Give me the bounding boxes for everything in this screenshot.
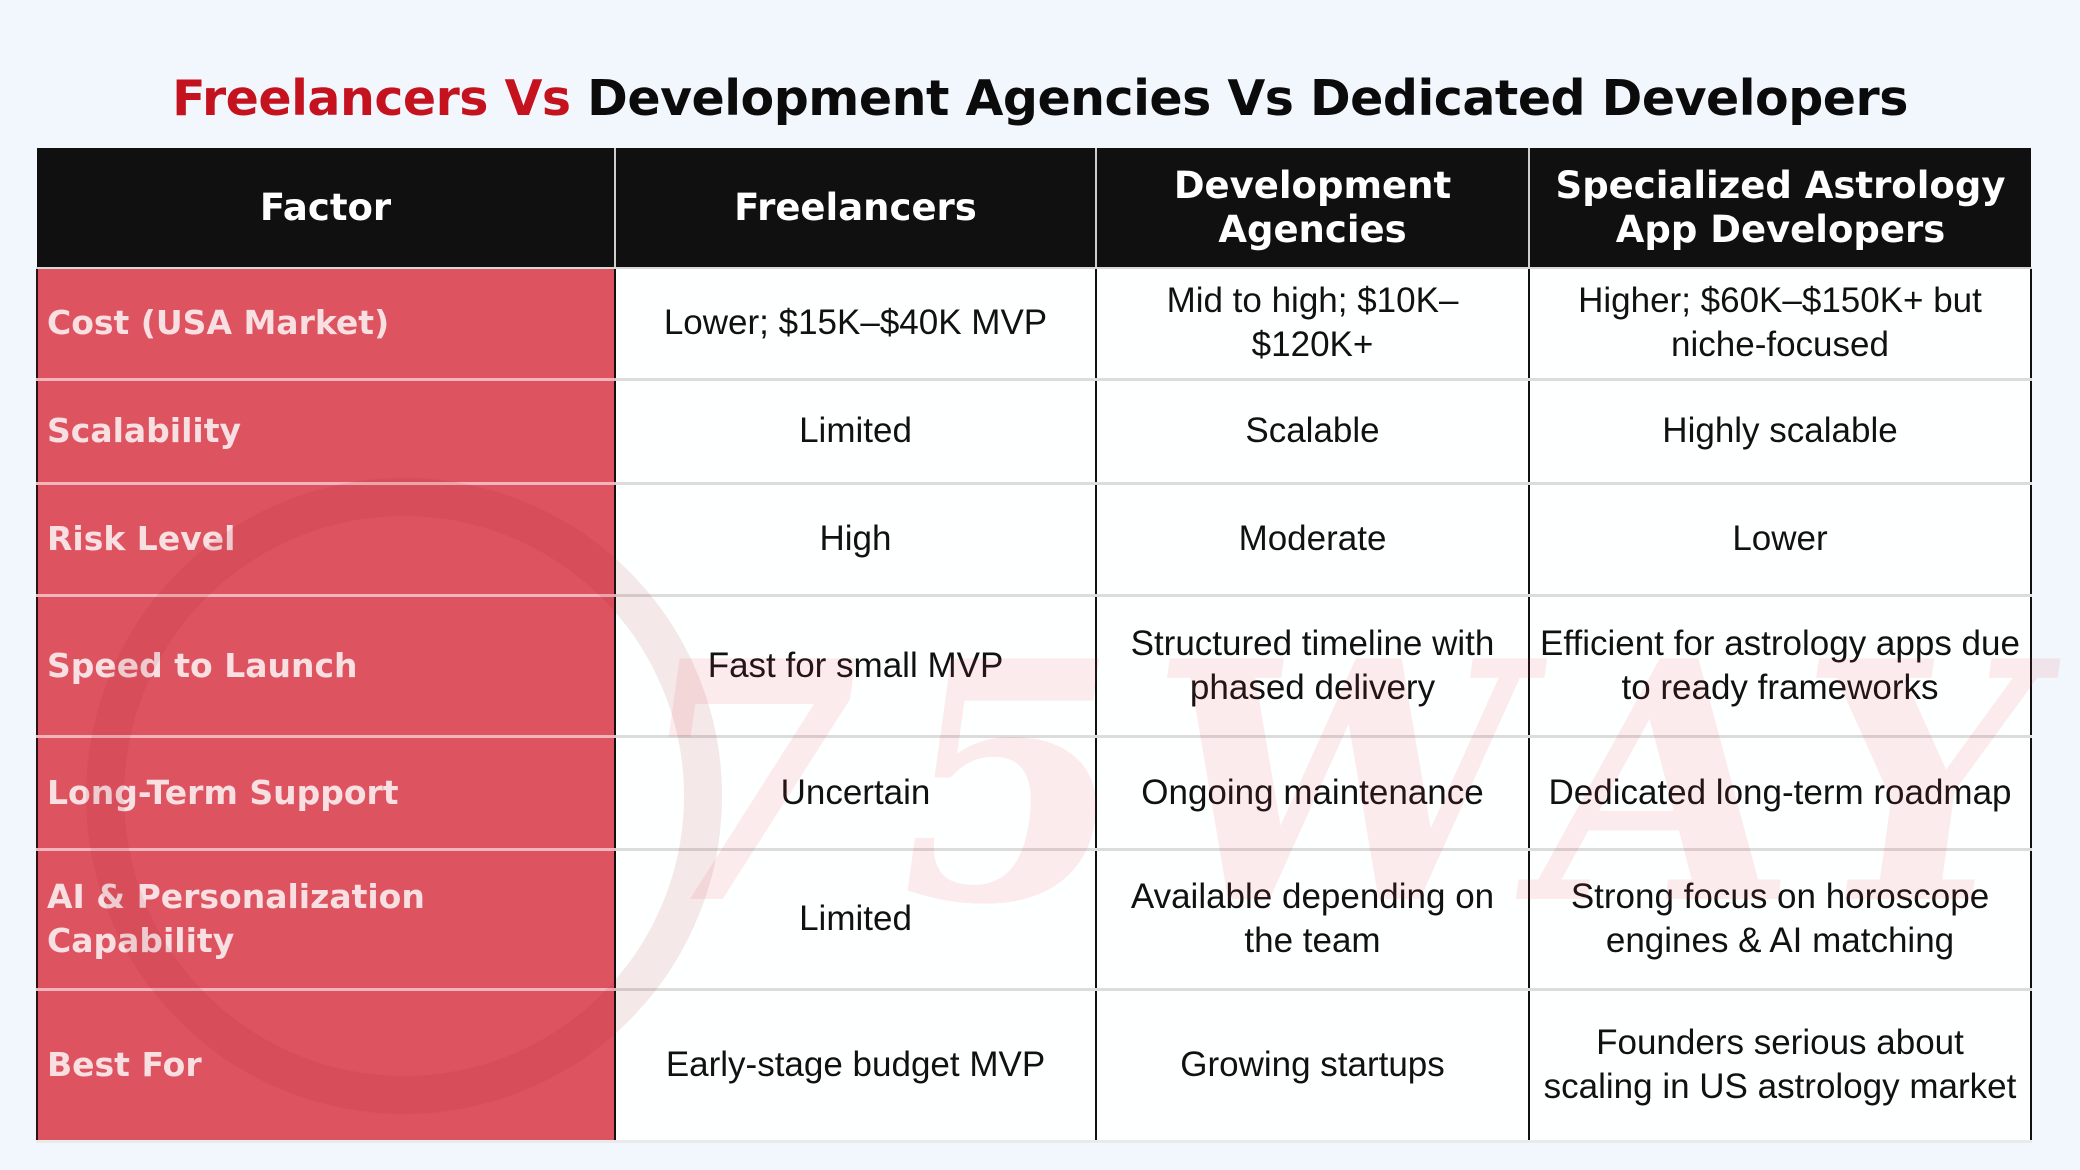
page-title: Freelancers Vs Development Agencies Vs D… [0,61,2080,137]
comparison-table: Factor Freelancers Development Agencies … [36,148,2032,1143]
agencies-cell: Mid to high; $10K–$120K+ [1095,268,1529,381]
agencies-cell: Growing startups [1095,989,1529,1143]
factor-cell: Risk Level [36,483,615,597]
table-row: Cost (USA Market) Lower; $15K–$40K MVP M… [36,268,2032,381]
specialized-cell: Higher; $60K–$150K+ but niche-focused [1528,268,2032,381]
factor-cell: Best For [36,989,615,1143]
freelancers-cell: Early-stage budget MVP [614,989,1096,1143]
freelancers-cell: Lower; $15K–$40K MVP [614,268,1096,381]
table-row: Speed to Launch Fast for small MVP Struc… [36,595,2032,738]
header-freelancers: Freelancers [614,148,1096,269]
specialized-cell: Efficient for astrology apps due to read… [1528,595,2032,738]
table-row: Long-Term Support Uncertain Ongoing main… [36,736,2032,851]
title-accent: Freelancers Vs [172,69,571,127]
agencies-cell: Structured timeline with phased delivery [1095,595,1529,738]
specialized-cell: Lower [1528,483,2032,597]
freelancers-cell: Uncertain [614,736,1096,851]
specialized-cell: Dedicated long-term roadmap [1528,736,2032,851]
factor-cell: Scalability [36,379,615,485]
factor-cell: AI & Personalization Capability [36,849,615,991]
agencies-cell: Available depending on the team [1095,849,1529,991]
freelancers-cell: Fast for small MVP [614,595,1096,738]
specialized-cell: Strong focus on horoscope engines & AI m… [1528,849,2032,991]
factor-cell: Cost (USA Market) [36,268,615,381]
table-header-row: Factor Freelancers Development Agencies … [37,148,2031,269]
comparison-table-container: 75WAY Factor Freelancers Development Age… [36,148,2080,1143]
header-factor: Factor [37,148,615,269]
agencies-cell: Ongoing maintenance [1095,736,1529,851]
title-rest: Development Agencies Vs Dedicated Develo… [587,69,1908,127]
table-row: Risk Level High Moderate Lower [36,483,2032,597]
freelancers-cell: Limited [614,849,1096,991]
table-row: Best For Early-stage budget MVP Growing … [36,989,2032,1143]
table-row: Scalability Limited Scalable Highly scal… [36,379,2032,485]
freelancers-cell: High [614,483,1096,597]
header-development-agencies: Development Agencies [1095,148,1529,269]
header-specialized-developers: Specialized Astrology App Developers [1528,148,2031,269]
agencies-cell: Moderate [1095,483,1529,597]
freelancers-cell: Limited [614,379,1096,485]
table-row: AI & Personalization Capability Limited … [36,849,2032,991]
factor-cell: Speed to Launch [36,595,615,738]
specialized-cell: Highly scalable [1528,379,2032,485]
factor-cell: Long-Term Support [36,736,615,851]
agencies-cell: Scalable [1095,379,1529,485]
specialized-cell: Founders serious about scaling in US ast… [1528,989,2032,1143]
